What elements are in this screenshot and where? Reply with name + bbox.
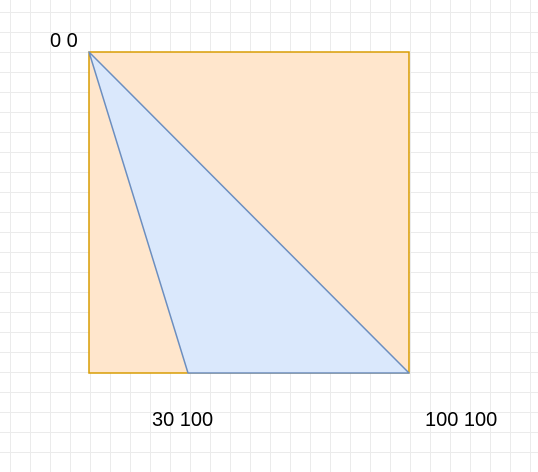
bottom-right-coordinate-label: 100 100 bbox=[425, 409, 498, 431]
bottom-mid-coordinate-label: 30 100 bbox=[152, 409, 214, 431]
triangle-shape[interactable] bbox=[88, 51, 410, 374]
origin-coordinate-label: 0 0 bbox=[50, 30, 78, 52]
